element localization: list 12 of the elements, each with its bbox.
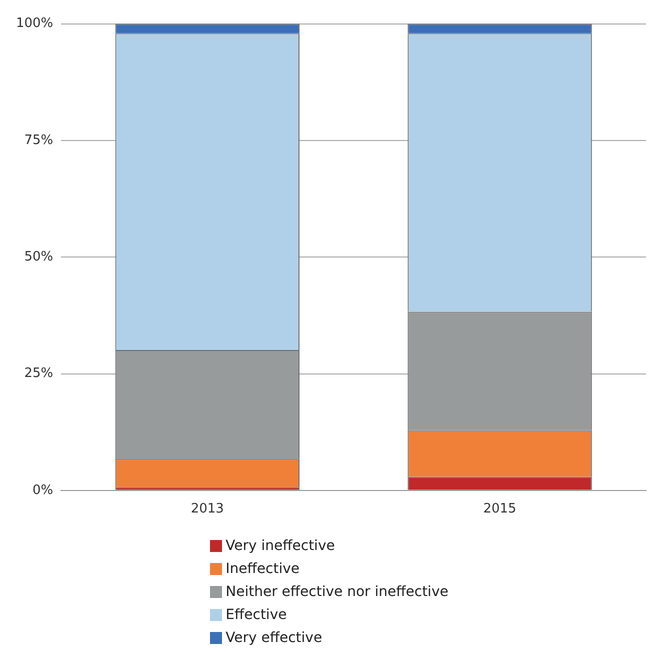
y-tick-label: 25%	[24, 366, 54, 382]
x-tick-label: 2015	[483, 502, 516, 517]
legend-label: Very effective	[226, 630, 322, 646]
legend-label: Effective	[226, 606, 287, 622]
y-tick-label: 100%	[16, 16, 54, 32]
legend-label: Ineffective	[226, 560, 300, 576]
legend-label: Very ineffective	[226, 538, 335, 554]
y-tick-label: 50%	[24, 249, 54, 264]
y-tick-label: 75%	[24, 132, 54, 148]
legend-label: Neither effective nor ineffective	[226, 584, 448, 600]
x-tick-label: 2013	[190, 502, 224, 517]
y-tick-label: 0%	[32, 482, 54, 498]
